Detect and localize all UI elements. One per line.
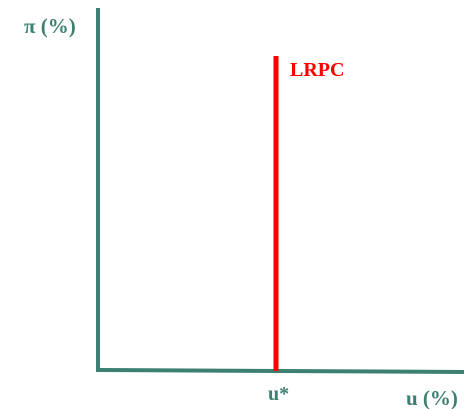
x-axis-label: u (%) bbox=[406, 386, 458, 409]
natural-rate-label: u* bbox=[268, 383, 289, 405]
lrpc-label: LRPC bbox=[290, 59, 344, 81]
x-axis-line bbox=[95, 367, 465, 375]
y-axis-label: π (%) bbox=[24, 14, 76, 38]
